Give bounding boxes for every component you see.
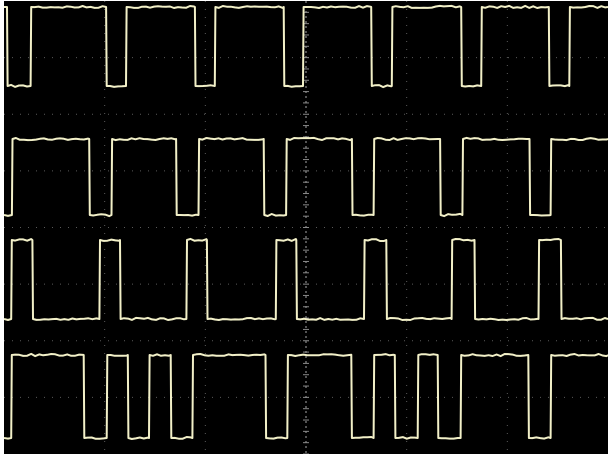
traces bbox=[4, 4, 608, 440]
oscilloscope-screen bbox=[4, 1, 608, 454]
channel-2-trace bbox=[4, 136, 608, 218]
waveform-display bbox=[4, 1, 608, 454]
channel-3-trace bbox=[4, 237, 608, 321]
graticule bbox=[4, 1, 608, 454]
channel-1-trace bbox=[4, 4, 608, 89]
channel-4-trace bbox=[4, 352, 608, 440]
